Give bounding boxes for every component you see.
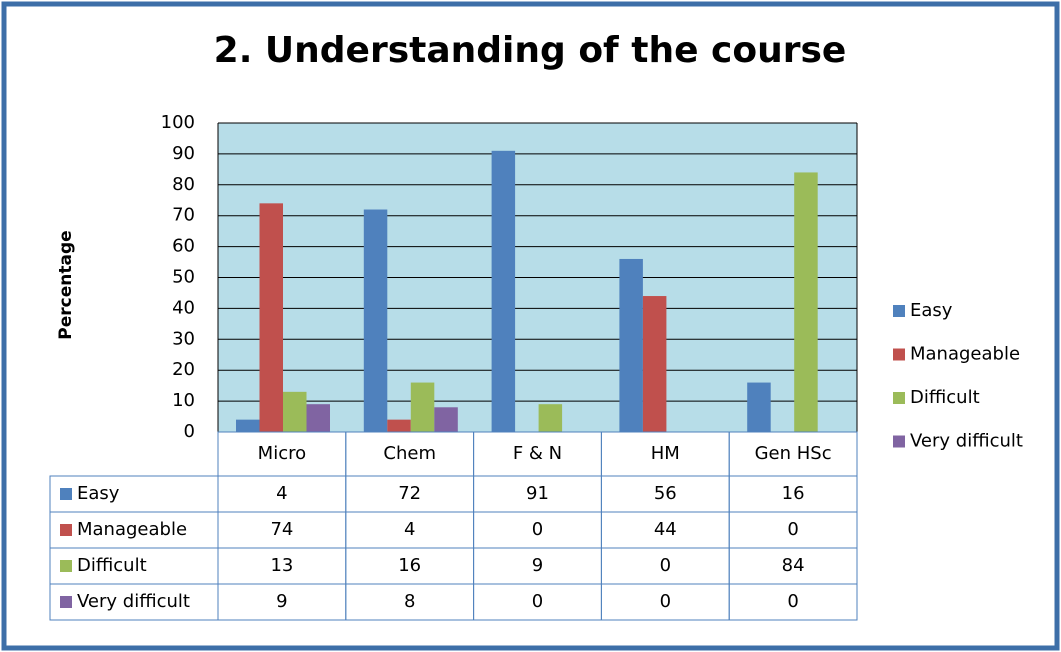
table-value: 0 — [660, 591, 671, 612]
table-legend-key — [60, 596, 72, 608]
table-value: 4 — [404, 519, 415, 540]
x-tick-label: Micro — [258, 443, 306, 464]
table-value: 0 — [532, 591, 543, 612]
legend-key — [893, 435, 905, 448]
table-value: 8 — [404, 591, 415, 612]
table-value: 9 — [532, 555, 543, 576]
table-value: 72 — [398, 483, 421, 504]
bar — [363, 209, 388, 432]
bar — [410, 382, 435, 432]
table-row-label: Difficult — [77, 555, 147, 576]
table-legend-key — [60, 560, 72, 572]
table-legend-key — [60, 524, 72, 536]
table-value: 74 — [270, 519, 293, 540]
bar — [259, 203, 283, 432]
table-value: 84 — [782, 555, 805, 576]
y-tick-label: 10 — [172, 390, 195, 411]
legend-key — [893, 348, 905, 361]
bar — [747, 382, 771, 432]
bar — [236, 419, 260, 432]
bar — [794, 172, 818, 432]
y-tick-label: 30 — [172, 328, 195, 349]
table-value: 0 — [787, 519, 798, 540]
x-tick-label: HM — [651, 443, 680, 464]
y-tick-label: 90 — [172, 143, 195, 164]
legend-label: Manageable — [910, 344, 1020, 365]
table-value: 56 — [654, 483, 677, 504]
table-value: 16 — [782, 483, 805, 504]
table-value: 0 — [787, 591, 798, 612]
bar — [491, 150, 516, 432]
bar — [283, 391, 307, 432]
legend-label: Difficult — [910, 387, 980, 408]
bar — [387, 419, 411, 432]
table-row-label: Manageable — [77, 519, 187, 540]
y-tick-label: 70 — [172, 205, 195, 226]
legend-label: Easy — [910, 300, 953, 321]
bar — [642, 296, 667, 432]
table-legend-key — [60, 488, 72, 500]
y-tick-label: 0 — [184, 421, 195, 442]
table-value: 13 — [270, 555, 293, 576]
legend-key — [893, 392, 905, 404]
table-value: 91 — [526, 483, 549, 504]
y-tick-label: 20 — [172, 359, 195, 380]
table-row-label: Very difficult — [77, 591, 190, 612]
table-value: 0 — [532, 519, 543, 540]
x-tick-label: F & N — [513, 443, 562, 464]
y-tick-label: 60 — [172, 236, 195, 257]
table-cell — [728, 583, 858, 621]
bar — [619, 258, 643, 432]
table-value: 44 — [654, 519, 677, 540]
legend-key — [893, 305, 905, 317]
chart-title: 2. Understanding of the course — [214, 30, 847, 71]
y-tick-label: 80 — [172, 174, 195, 195]
legend-label: Very difficult — [910, 431, 1023, 452]
bar — [538, 404, 563, 432]
x-tick-label: Gen HSc — [755, 443, 832, 464]
y-axis-label: Percentage — [56, 230, 76, 339]
y-tick-label: 50 — [172, 267, 195, 288]
table-row-label: Easy — [77, 483, 120, 504]
table-value: 4 — [276, 483, 287, 504]
y-tick-label: 100 — [161, 112, 195, 133]
x-tick-label: Chem — [383, 443, 436, 464]
table-value: 16 — [398, 555, 421, 576]
table-value: 0 — [660, 555, 671, 576]
bar — [306, 404, 330, 432]
table-value: 9 — [276, 591, 287, 612]
y-tick-label: 40 — [172, 297, 195, 318]
bar — [434, 407, 458, 432]
